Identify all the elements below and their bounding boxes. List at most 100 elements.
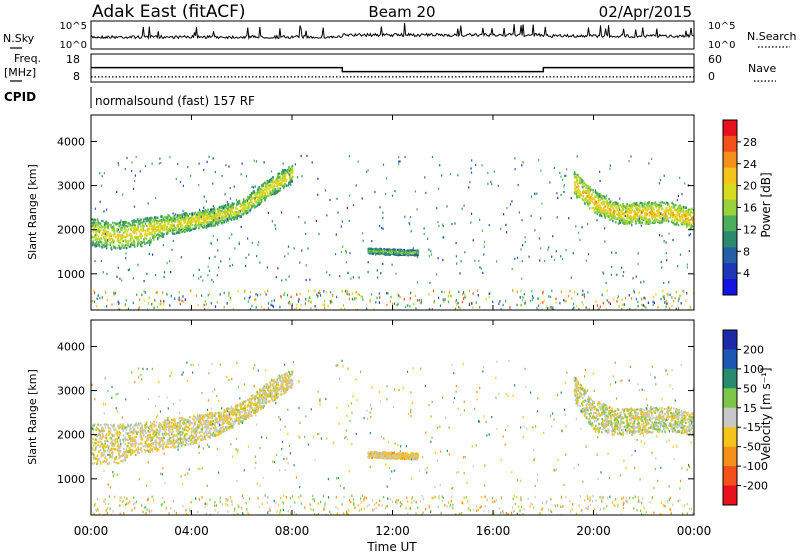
data-cell [207, 214, 210, 217]
data-cell [191, 220, 194, 223]
data-cell [660, 297, 662, 301]
data-cell [569, 289, 571, 293]
data-cell [547, 307, 549, 310]
data-cell [382, 252, 385, 255]
data-cell [174, 213, 177, 216]
data-cell [270, 193, 273, 196]
data-cell [584, 190, 587, 193]
data-cell [111, 303, 113, 306]
data-cell [436, 207, 438, 210]
data-cell [108, 453, 110, 456]
data-cell [99, 448, 102, 452]
data-cell [532, 296, 534, 299]
data-cell [160, 234, 163, 237]
data-cell [175, 232, 178, 235]
data-cell [190, 228, 193, 232]
data-cell [417, 256, 419, 259]
data-cell [122, 235, 124, 238]
data-cell [609, 201, 612, 204]
data-cell [141, 222, 144, 225]
data-cell [299, 293, 301, 296]
data-cell [640, 217, 643, 220]
data-cell [464, 294, 466, 297]
data-cell [147, 202, 149, 205]
data-cell [408, 221, 410, 225]
data-cell [95, 237, 98, 240]
data-cell [649, 204, 651, 207]
data-cell [687, 219, 690, 222]
data-cell [373, 251, 376, 254]
data-cell [382, 227, 384, 230]
data-cell [128, 431, 130, 434]
data-cell [259, 261, 261, 264]
data-cell [148, 302, 150, 305]
data-cell [169, 260, 171, 263]
data-cell [216, 274, 218, 277]
data-cell [228, 294, 230, 297]
data-cell [518, 211, 520, 214]
data-cell [293, 247, 295, 250]
data-cell [317, 295, 319, 298]
data-cell [161, 432, 164, 435]
data-cell [188, 222, 190, 225]
data-cell [416, 299, 419, 302]
data-cell [140, 240, 142, 244]
data-cell [574, 181, 577, 184]
data-cell [116, 228, 119, 231]
data-cell [277, 180, 279, 183]
data-cell [112, 224, 115, 227]
data-cell [413, 302, 415, 306]
data-cell [588, 189, 591, 192]
data-cell [371, 248, 374, 251]
data-cell [595, 300, 597, 303]
data-cell [132, 229, 135, 232]
data-cell [203, 308, 206, 310]
data-cell [656, 218, 659, 221]
freq-label-line2: [MHz] [4, 66, 36, 79]
data-cell [122, 223, 125, 226]
data-cell [280, 295, 282, 298]
data-cell [299, 308, 301, 310]
data-cell [621, 298, 623, 301]
data-cell [261, 195, 263, 198]
data-cell [200, 421, 203, 424]
data-cell [234, 214, 236, 217]
data-cell [95, 245, 97, 248]
data-cell [217, 210, 220, 213]
data-cell [91, 241, 94, 244]
data-cell [214, 217, 217, 220]
data-cell [255, 195, 258, 198]
data-cell [674, 296, 676, 300]
data-cell [246, 206, 248, 209]
data-cell [644, 217, 646, 220]
data-cell [412, 249, 415, 252]
data-cell [106, 462, 109, 465]
data-cell [500, 308, 502, 310]
data-cell [358, 276, 360, 279]
data-cell [134, 445, 137, 448]
data-cell [602, 209, 604, 212]
data-cell [377, 276, 379, 279]
data-cell [145, 237, 148, 241]
data-cell [270, 180, 273, 184]
data-cell [576, 155, 578, 158]
data-cell [441, 174, 443, 177]
data-cell [214, 218, 216, 222]
data-cell [156, 229, 158, 232]
data-cell [522, 161, 524, 164]
data-cell [172, 239, 174, 242]
data-cell [94, 223, 97, 226]
data-cell [407, 250, 410, 254]
data-cell [116, 275, 118, 278]
data-cell [180, 256, 182, 259]
data-cell [638, 210, 641, 213]
data-cell [226, 218, 228, 221]
data-cell [336, 295, 338, 299]
data-cell [222, 215, 225, 218]
data-cell [179, 180, 182, 184]
data-cell [143, 238, 145, 241]
data-cell [681, 214, 683, 217]
data-cell [664, 301, 666, 304]
data-cell [236, 203, 238, 206]
data-cell [236, 211, 238, 214]
